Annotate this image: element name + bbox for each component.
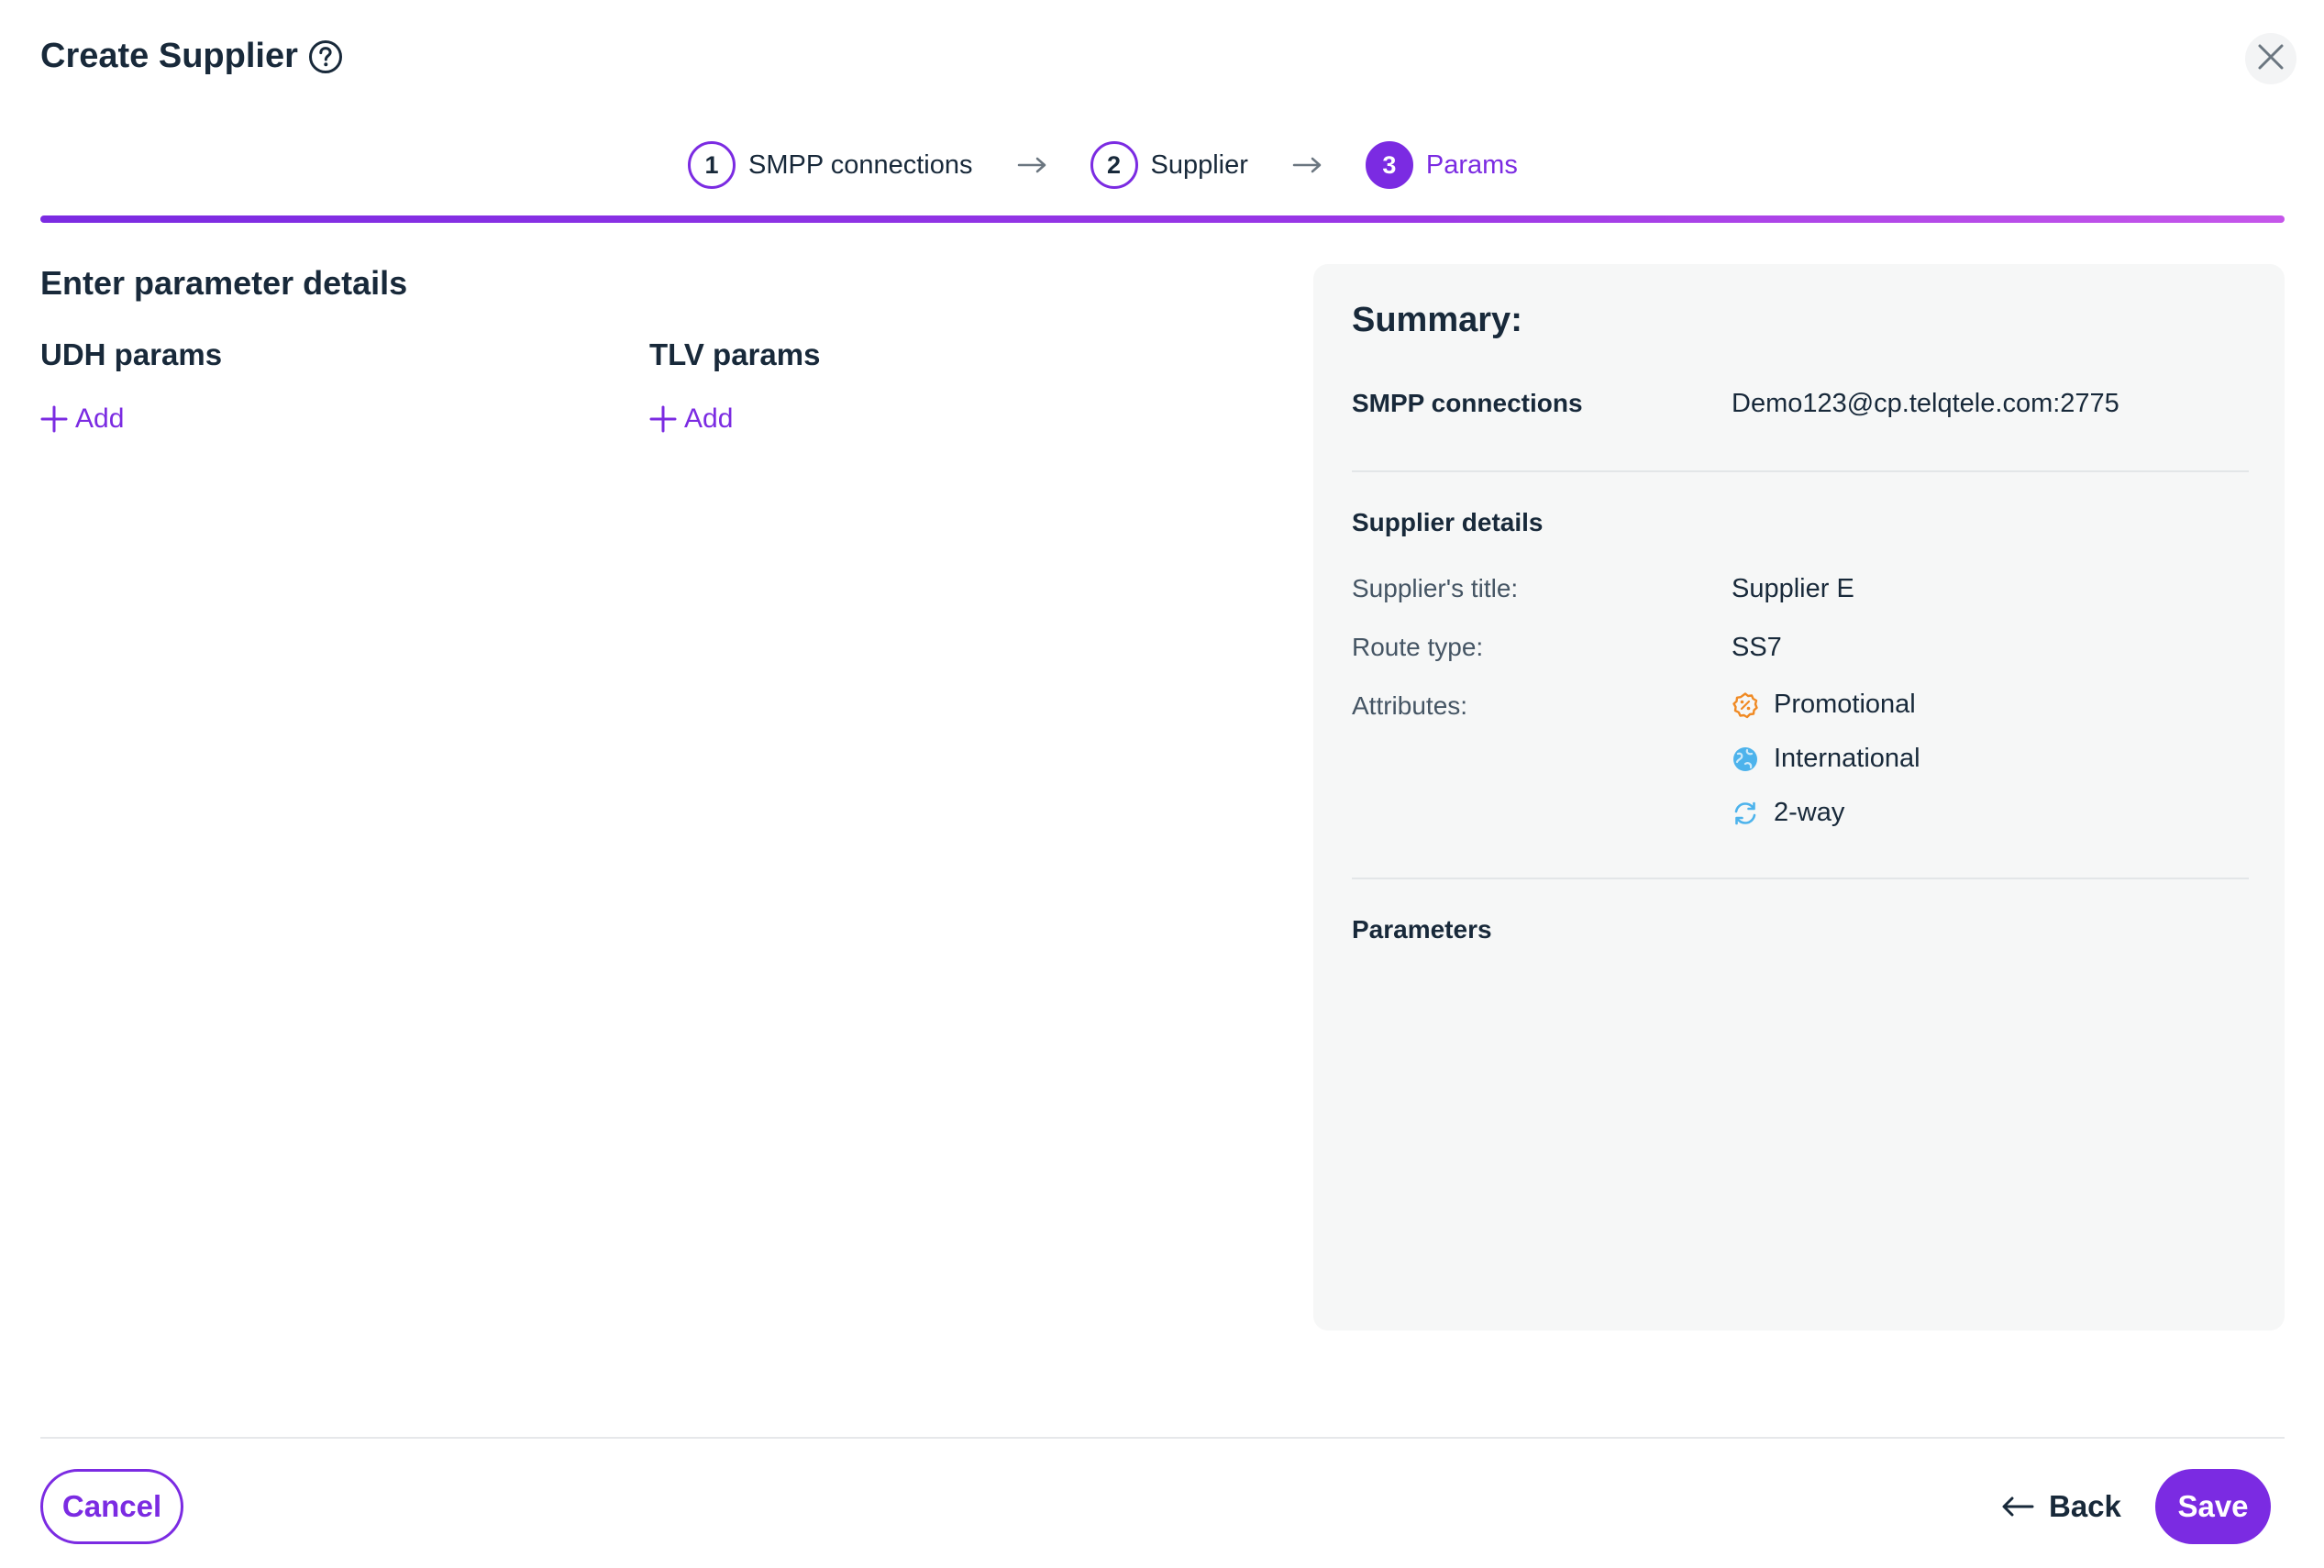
attributes-label: Attributes:: [1352, 691, 1468, 720]
arrow-right-icon: [1017, 157, 1046, 173]
parameters-heading: Parameters: [1352, 915, 1492, 944]
cancel-button[interactable]: Cancel: [40, 1469, 183, 1544]
step-supplier[interactable]: 2 Supplier: [1090, 141, 1248, 189]
arrow-right-icon: [1292, 157, 1322, 173]
attribute-2-way: 2-way: [1732, 798, 1844, 828]
summary-panel: Summary: SMPP connections Demo123@cp.tel…: [1313, 264, 2285, 1331]
add-label: Add: [75, 403, 125, 434]
supplier-details-heading: Supplier details: [1352, 508, 1544, 536]
divider: [1352, 878, 2249, 879]
udh-params-title: UDH params: [40, 337, 223, 371]
supplier-title-value: Supplier E: [1732, 574, 1854, 603]
arrow-left-icon: [2002, 1496, 2034, 1517]
step-label: Supplier: [1150, 149, 1248, 180]
back-label: Back: [2049, 1489, 2121, 1523]
footer-divider: [40, 1437, 2285, 1439]
tlv-params-section: TLV params Add: [649, 337, 820, 435]
step-number: 3: [1365, 141, 1413, 189]
attribute-label: Promotional: [1774, 690, 1916, 719]
save-button[interactable]: Save: [2155, 1469, 2271, 1544]
supplier-title-label: Supplier's title:: [1352, 574, 1519, 602]
step-progress-bar: [40, 215, 2285, 223]
smpp-connections-value: Demo123@cp.telqtele.com:2775: [1732, 389, 2119, 418]
udh-params-section: UDH params Add: [40, 337, 222, 435]
step-label: SMPP connections: [748, 149, 973, 180]
route-type-label: Route type:: [1352, 633, 1484, 661]
modal-header: Create Supplier: [40, 37, 344, 76]
two-way-sync-icon: [1732, 800, 1759, 827]
section-title: Enter parameter details: [40, 264, 408, 302]
promotional-badge-icon: [1732, 691, 1759, 719]
step-number: 2: [1090, 141, 1138, 189]
close-icon: [2257, 43, 2285, 75]
step-label: Params: [1425, 149, 1518, 180]
attribute-label: International: [1774, 744, 1920, 773]
plus-icon: [649, 405, 677, 433]
divider: [1352, 470, 2249, 472]
stepper: 1 SMPP connections 2 Supplier 3 Params: [688, 138, 1518, 193]
back-button[interactable]: Back: [2001, 1469, 2121, 1544]
question-circle-icon[interactable]: [307, 39, 344, 75]
step-params[interactable]: 3 Params: [1365, 141, 1518, 189]
add-tlv-param-button[interactable]: Add: [649, 403, 820, 435]
plus-icon: [40, 405, 68, 433]
attribute-label: 2-way: [1774, 798, 1845, 827]
tlv-params-title: TLV params: [649, 337, 821, 371]
step-smpp-connections[interactable]: 1 SMPP connections: [688, 141, 973, 189]
modal-title: Create Supplier: [40, 37, 298, 75]
add-udh-param-button[interactable]: Add: [40, 403, 222, 435]
route-type-value: SS7: [1732, 633, 1782, 662]
attribute-promotional: Promotional: [1732, 690, 1916, 720]
close-button[interactable]: [2245, 33, 2296, 84]
smpp-connections-label: SMPP connections: [1352, 389, 1583, 417]
summary-title: Summary:: [1352, 301, 1522, 339]
step-number: 1: [688, 141, 736, 189]
add-label: Add: [684, 403, 734, 434]
globe-icon: [1732, 745, 1759, 773]
attribute-international: International: [1732, 744, 1920, 774]
